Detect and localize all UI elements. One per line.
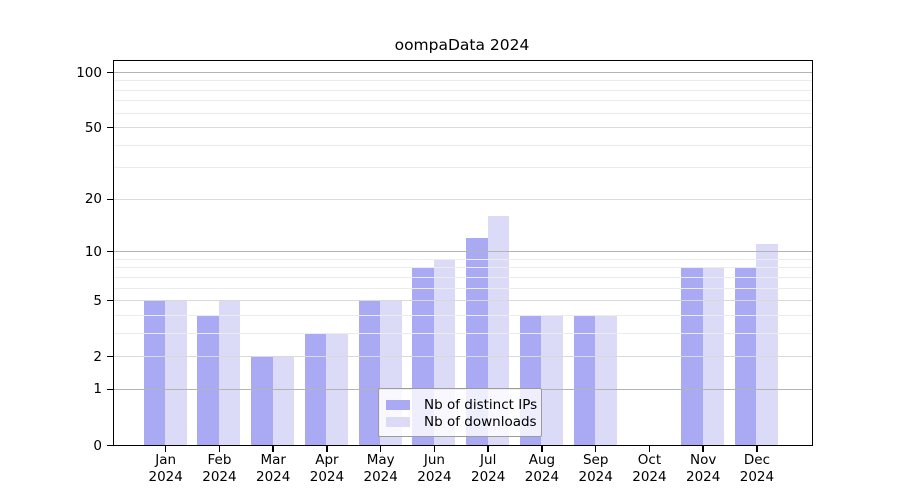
gridline-2 [114,356,812,358]
legend-label-distinct-ips: Nb of distinct IPs [424,396,538,413]
x-tick-label-nov: Nov 2024 [686,452,721,485]
bar-may-distinct-ips [358,300,381,445]
gridline-40 [114,144,812,146]
bar-sep-distinct-ips [573,314,596,445]
x-tick-label-may: May 2024 [363,452,398,485]
bar-jan-downloads [165,300,187,445]
gridline-4 [114,314,812,316]
y-tick-5 [107,299,113,302]
y-tick-label-1: 1 [93,381,102,398]
gridline-3 [114,332,812,334]
gridline-70 [114,100,812,102]
y-tick-label-100: 100 [76,64,102,81]
x-tick-may [379,445,382,452]
bar-feb-distinct-ips [197,314,219,445]
x-tick-aug [541,445,543,452]
bar-nov-downloads [702,267,725,445]
bar-nov-distinct-ips [681,267,703,445]
x-tick-apr [326,445,328,452]
gridline-60 [114,112,812,114]
gridline-10 [114,251,812,253]
bar-jan-distinct-ips [143,300,166,445]
bar-feb-downloads [218,300,241,445]
x-tick-sep [594,445,597,452]
y-tick-100 [107,71,113,74]
x-tick-label-sep: Sep 2024 [578,452,613,485]
gridline-20 [114,198,812,200]
bar-mar-downloads [272,356,295,445]
legend-item-distinct-ips: Nb of distinct IPs [379,396,541,413]
y-tick-20 [107,198,113,201]
y-tick-50 [107,126,113,129]
bar-aug-downloads [541,314,563,445]
legend-swatch-distinct-ips [386,399,410,410]
legend-label-downloads: Nb of downloads [424,413,537,430]
y-tick-label-50: 50 [84,119,102,136]
gridline-6 [114,287,812,289]
y-tick-label-2: 2 [93,348,102,365]
gridline-8 [114,267,812,269]
bar-jul-downloads [487,216,510,445]
x-tick-label-apr: Apr 2024 [309,452,345,485]
legend-item-downloads: Nb of downloads [379,413,541,430]
gridline-9 [114,258,812,260]
x-tick-label-mar: Mar 2024 [256,452,291,485]
x-tick-jan [164,445,167,452]
y-tick-label-5: 5 [93,292,102,309]
bar-sep-downloads [595,314,617,445]
legend: Nb of distinct IPs Nb of downloads [378,388,542,437]
x-tick-label-jan: Jan 2024 [148,452,183,485]
x-tick-mar [272,445,274,452]
legend-swatch-downloads [386,416,410,427]
x-tick-label-jun: Jun 2024 [417,452,452,485]
bar-dec-distinct-ips [734,267,757,445]
gridline-80 [114,89,812,91]
x-tick-label-feb: Feb 2024 [202,452,237,485]
x-tick-label-dec: Dec 2024 [739,452,775,485]
gridline-5 [114,300,812,302]
gridline-7 [114,276,812,278]
x-tick-feb [218,445,221,452]
x-tick-jun [433,445,436,452]
chart-title: oompaData 2024 [394,36,530,54]
x-tick-oct [648,445,651,452]
x-tick-label-aug: Aug 2024 [524,452,560,485]
y-tick-label-0: 0 [93,437,102,454]
y-tick-label-20: 20 [84,191,102,208]
plot-area [113,60,813,446]
gridline-100 [114,72,812,73]
x-tick-nov [702,445,704,452]
x-tick-jul [487,445,489,452]
y-tick-2 [107,355,113,358]
x-tick-dec [756,445,758,452]
bar-dec-downloads [756,244,778,445]
gridline-50 [114,127,812,129]
y-tick-10 [107,250,113,253]
x-tick-label-jul: Jul 2024 [471,452,506,485]
gridline-30 [114,167,812,169]
y-tick-1 [107,388,113,391]
gridline-90 [114,80,812,82]
x-tick-label-oct: Oct 2024 [632,452,667,485]
y-tick-label-10: 10 [84,243,102,260]
y-tick-0 [107,444,113,447]
bar-mar-distinct-ips [251,356,273,445]
